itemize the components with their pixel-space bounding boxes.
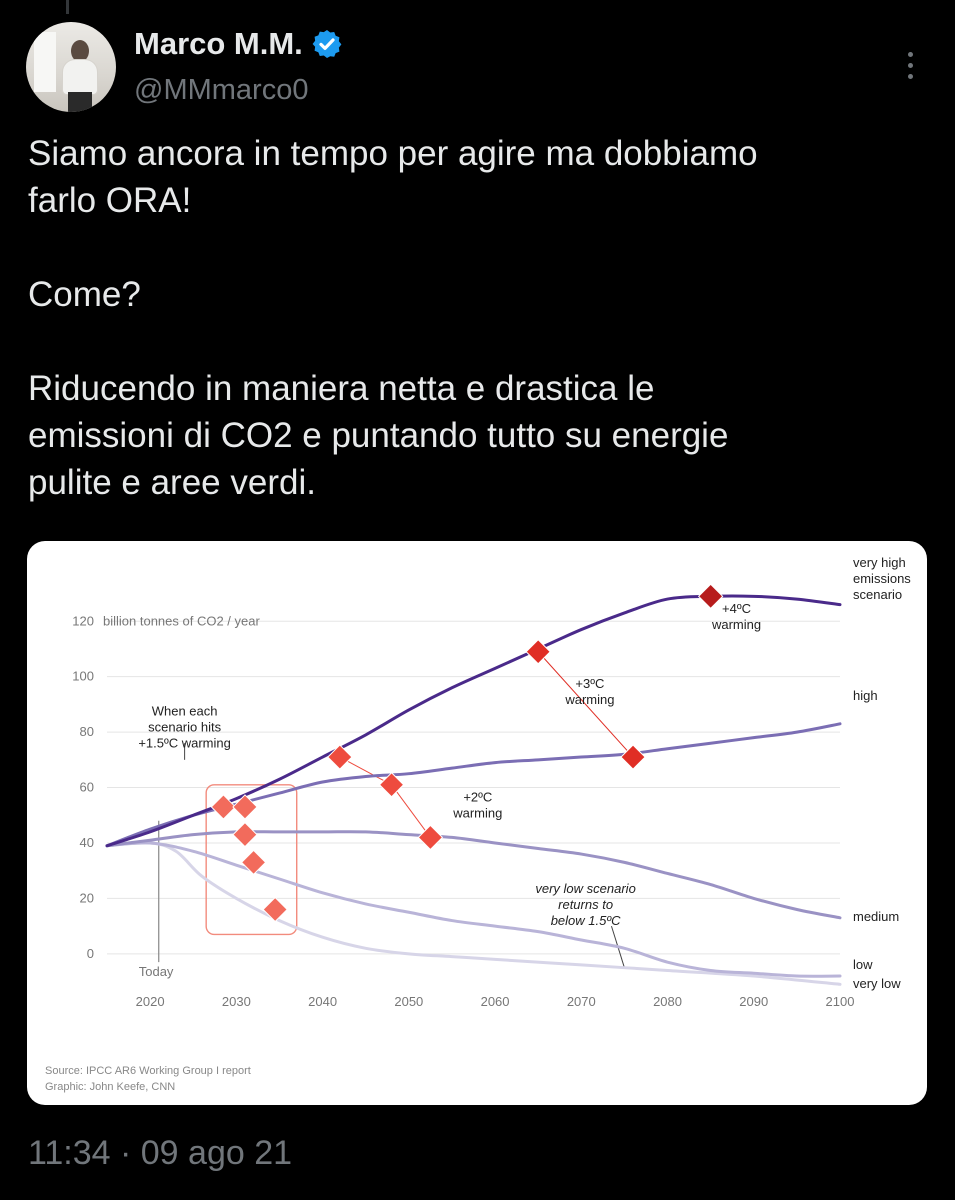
series-label: high [853,688,878,703]
more-options-icon[interactable] [900,52,920,82]
chart-markers [210,583,724,923]
annotation-1-5c: +1.5ºC warming [138,735,231,750]
x-tick-label: 2020 [136,994,165,1009]
y-axis-unit-label: billion tonnes of CO2 / year [103,613,260,628]
tweet-timestamp[interactable]: 11:34 · 09 ago 21 [28,1134,293,1172]
y-tick-label: 40 [80,835,94,850]
warming-marker [378,772,405,798]
series-line-very-low [105,841,842,986]
annotation-4c: +4ºC [722,601,751,616]
annotation-very-low: returns to [558,897,613,912]
marker-box-1-5c [205,784,298,936]
avatar-head [71,40,89,62]
x-tick-label: 2100 [826,994,855,1009]
x-tick-label: 2030 [222,994,251,1009]
warming-marker [620,744,646,770]
tweet-text: Siamo ancora in tempo per agire ma dobbi… [28,130,928,506]
y-tick-label: 20 [80,890,94,905]
marker-connector [391,784,431,838]
tweet-paragraph-3: Riducendo in maniera netta e drastica le… [28,369,729,502]
avatar[interactable] [26,22,116,112]
y-tick-label: 100 [72,669,94,684]
avatar-shirt [63,60,97,94]
y-tick-label: 80 [80,724,94,739]
author-name-row[interactable]: Marco M.M. [134,26,343,62]
marker-connector [339,756,392,786]
series-label: very low [853,976,901,991]
annotation-very-low: below 1.5ºC [551,913,621,928]
annotation-3c: +3ºC [575,676,604,691]
warming-marker [327,744,353,770]
chart-image-card[interactable]: 0 20 40 60 80 100 120 billion tonnes of CO2 / y… [27,541,927,1105]
series-line-low [105,841,842,978]
author-name[interactable]: Marco M.M. [134,26,303,61]
chart-credit: Graphic: John Keefe, CNN [45,1081,175,1093]
chart-source: Source: IPCC AR6 Working Group I report [45,1065,251,1077]
x-tick-label: 2050 [394,994,423,1009]
series-label: very high [853,555,906,570]
warming-marker [525,639,551,665]
warming-marker [697,583,724,610]
series-line-medium [105,830,842,920]
warming-marker [262,896,288,923]
x-tick-label: 2040 [308,994,337,1009]
thread-line [66,0,69,14]
y-tick-label: 120 [72,613,94,628]
series-label: medium [853,909,899,924]
annotation-1-5c: When each [152,703,218,718]
warming-marker [232,821,258,848]
avatar-trousers [68,92,92,112]
y-tick-label: 0 [87,946,94,961]
warming-marker [232,794,258,820]
y-tick-label: 60 [80,780,94,795]
warming-marker [210,794,237,820]
annotation-1-5c: scenario hits [148,719,221,734]
verified-badge-icon[interactable] [311,28,343,60]
x-tick-label: 2070 [567,994,596,1009]
author-handle[interactable]: @MMmarco0 [134,74,309,106]
avatar-background-window [34,32,56,92]
tweet-paragraph-2: Come? [28,275,141,314]
annotation-2c: +2ºC [463,789,492,804]
annotation-3c: warming [564,692,614,707]
marker-connector [537,651,634,758]
annotation-very-low: very low scenario [535,881,635,896]
x-tick-label: 2060 [481,994,510,1009]
warming-marker [240,849,267,876]
tweet-paragraph-1: Siamo ancora in tempo per agire ma dobbi… [28,134,758,220]
today-label: Today [139,964,174,979]
annotation-2c: warming [452,805,502,820]
warming-marker [417,824,444,851]
annotation-4c: warming [711,617,761,632]
series-label: emissions [853,571,911,586]
series-label: scenario [853,587,902,602]
x-tick-label: 2090 [739,994,768,1009]
x-tick-label: 2080 [653,994,682,1009]
series-label: low [853,957,873,972]
